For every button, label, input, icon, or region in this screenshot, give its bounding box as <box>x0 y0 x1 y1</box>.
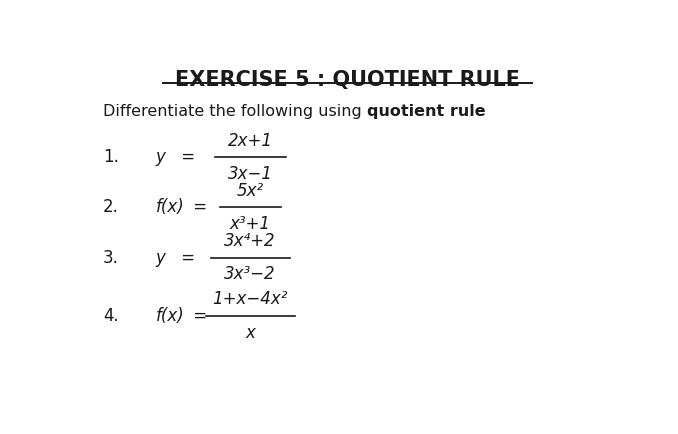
Text: 4.: 4. <box>103 307 119 325</box>
Text: 3.: 3. <box>103 249 119 266</box>
Text: 1+x−4x²: 1+x−4x² <box>213 290 288 309</box>
Text: x: x <box>245 324 255 342</box>
Text: =: = <box>188 198 207 217</box>
Text: f(x): f(x) <box>156 307 184 325</box>
Text: 3x−1: 3x−1 <box>228 165 273 183</box>
Text: y: y <box>156 148 165 166</box>
Text: Differentiate the following using: Differentiate the following using <box>103 104 367 119</box>
Text: 5x²: 5x² <box>237 182 264 200</box>
Text: quotient rule: quotient rule <box>367 104 485 119</box>
Text: EXERCISE 5 : QUOTIENT RULE: EXERCISE 5 : QUOTIENT RULE <box>175 70 520 90</box>
Text: 1.: 1. <box>103 148 119 166</box>
Text: 3x³−2: 3x³−2 <box>224 265 276 283</box>
Text: x³+1: x³+1 <box>230 215 271 233</box>
Text: =: = <box>188 307 207 325</box>
Text: 2.: 2. <box>103 198 119 217</box>
Text: =: = <box>176 249 195 266</box>
Text: y: y <box>156 249 165 266</box>
Text: =: = <box>176 148 195 166</box>
Text: 2x+1: 2x+1 <box>228 132 273 150</box>
Text: 3x⁴+2: 3x⁴+2 <box>224 232 276 250</box>
Text: f(x): f(x) <box>156 198 184 217</box>
